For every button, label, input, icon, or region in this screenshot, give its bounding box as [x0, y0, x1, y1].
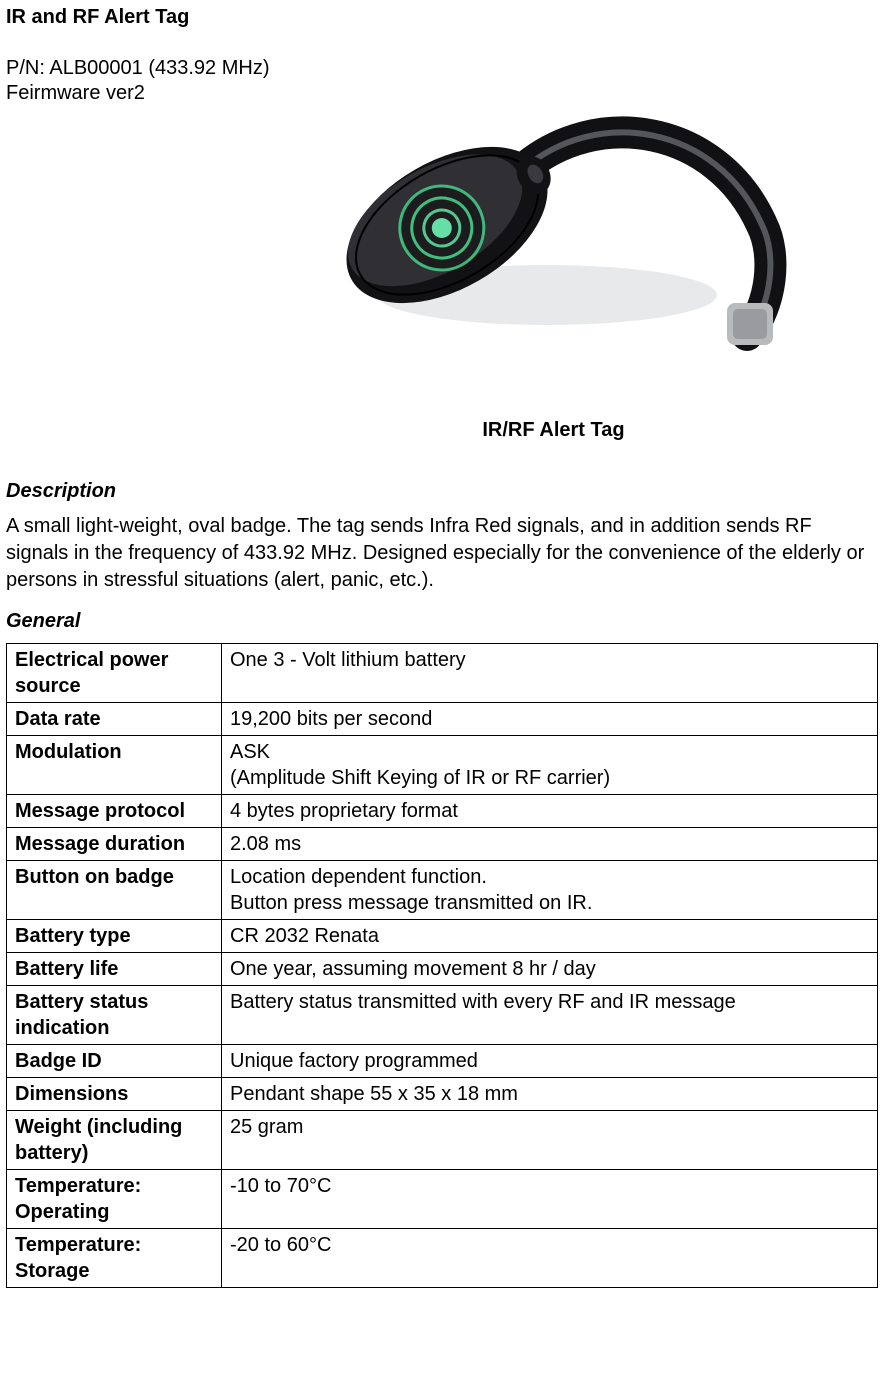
page-title: IR and RF Alert Tag — [6, 6, 878, 29]
spec-value: 25 gram — [222, 1111, 878, 1170]
spec-label: Data rate — [7, 703, 222, 736]
spec-label: Battery type — [7, 920, 222, 953]
spec-label: Modulation — [7, 736, 222, 795]
spec-value: Unique factory programmed — [222, 1045, 878, 1078]
spec-label: Temperature: Storage — [7, 1229, 222, 1288]
spec-value: Battery status transmitted with every RF… — [222, 986, 878, 1045]
spec-value: -20 to 60°C — [222, 1229, 878, 1288]
image-column: IR/RF Alert Tag — [297, 55, 809, 466]
spec-value: 2.08 ms — [222, 828, 878, 861]
table-row: Data rate19,200 bits per second — [7, 703, 878, 736]
table-row: Battery status indicationBattery status … — [7, 986, 878, 1045]
image-caption: IR/RF Alert Tag — [297, 419, 809, 442]
spec-value: CR 2032 Renata — [222, 920, 878, 953]
spec-label: Badge ID — [7, 1045, 222, 1078]
table-row: ModulationASK(Amplitude Shift Keying of … — [7, 736, 878, 795]
table-row: Electrical power sourceOne 3 - Volt lith… — [7, 644, 878, 703]
spec-label: Message protocol — [7, 795, 222, 828]
table-row: Temperature: Storage-20 to 60°C — [7, 1229, 878, 1288]
spec-label: Dimensions — [7, 1078, 222, 1111]
spec-table: Electrical power sourceOne 3 - Volt lith… — [6, 643, 878, 1288]
firmware-line: Feirmware ver2 — [6, 82, 269, 105]
spec-label: Battery status indication — [7, 986, 222, 1045]
spec-value: Pendant shape 55 x 35 x 18 mm — [222, 1078, 878, 1111]
pn-line: P/N: ALB00001 (433.92 MHz) — [6, 57, 269, 80]
spec-value: One year, assuming movement 8 hr / day — [222, 953, 878, 986]
table-row: Message duration2.08 ms — [7, 828, 878, 861]
spec-value: -10 to 70°C — [222, 1170, 878, 1229]
product-info: P/N: ALB00001 (433.92 MHz) Feirmware ver… — [6, 55, 269, 107]
table-row: DimensionsPendant shape 55 x 35 x 18 mm — [7, 1078, 878, 1111]
general-heading: General — [6, 610, 878, 633]
product-image — [297, 55, 809, 405]
spec-value: One 3 - Volt lithium battery — [222, 644, 878, 703]
table-row: Button on badgeLocation dependent functi… — [7, 861, 878, 920]
spec-label: Message duration — [7, 828, 222, 861]
table-row: Battery lifeOne year, assuming movement … — [7, 953, 878, 986]
table-row: Battery typeCR 2032 Renata — [7, 920, 878, 953]
description-heading: Description — [6, 480, 878, 503]
spec-label: Weight (including battery) — [7, 1111, 222, 1170]
description-text: A small light-weight, oval badge. The ta… — [6, 513, 878, 594]
table-row: Weight (including battery)25 gram — [7, 1111, 878, 1170]
spec-value: Location dependent function.Button press… — [222, 861, 878, 920]
spec-label: Battery life — [7, 953, 222, 986]
table-row: Message protocol4 bytes proprietary form… — [7, 795, 878, 828]
spec-value: ASK(Amplitude Shift Keying of IR or RF c… — [222, 736, 878, 795]
spec-label: Temperature: Operating — [7, 1170, 222, 1229]
spec-label: Button on badge — [7, 861, 222, 920]
table-row: Badge IDUnique factory programmed — [7, 1045, 878, 1078]
spec-label: Electrical power source — [7, 644, 222, 703]
spec-value: 4 bytes proprietary format — [222, 795, 878, 828]
table-row: Temperature: Operating-10 to 70°C — [7, 1170, 878, 1229]
spec-value: 19,200 bits per second — [222, 703, 878, 736]
top-row: P/N: ALB00001 (433.92 MHz) Feirmware ver… — [6, 55, 878, 466]
